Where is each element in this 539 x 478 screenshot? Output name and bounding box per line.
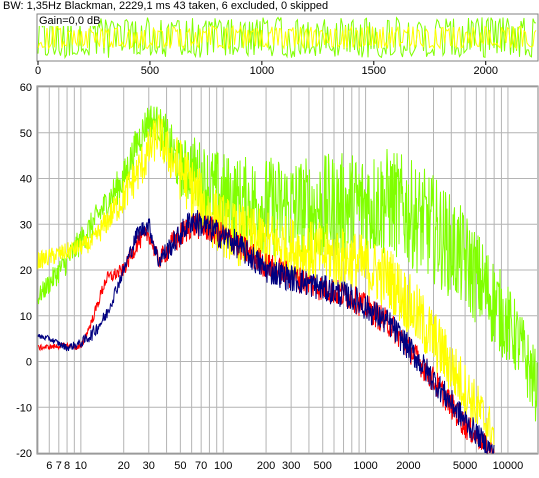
spectrum-series-0	[37, 105, 538, 422]
y-tick-label: 10	[20, 311, 32, 323]
x-tick-label: 8	[64, 460, 70, 472]
waveform-x-axis: 0 500 1000 1500 2000	[35, 61, 498, 77]
waveform-x-tick-label: 2000	[473, 65, 497, 77]
waveform-x-tick-label: 1500	[362, 65, 386, 77]
waveform-series-layer	[37, 16, 537, 60]
spectrum-series-layer	[37, 105, 538, 455]
y-tick-label: 60	[20, 82, 32, 94]
spectrum-x-axis: 6 7 8 10 20 30 50 70 100 200 300 500 1000 2000 5000 100…	[46, 460, 523, 472]
gain-label: Gain=0,0 dB	[39, 15, 100, 27]
spectrum-series-3	[37, 210, 495, 455]
y-tick-label: 0	[26, 357, 32, 369]
x-tick-label: 20	[118, 460, 130, 472]
y-tick-label: 50	[20, 128, 32, 140]
x-tick-label: 70	[195, 460, 207, 472]
waveform-series-1	[37, 24, 537, 51]
y-tick-label: 20	[20, 265, 32, 277]
spectrum-y-axis: -20 -10 0 10 20 30 40 50 60	[16, 82, 32, 460]
x-tick-label: 50	[174, 460, 186, 472]
y-tick-label: -10	[16, 402, 32, 414]
x-tick-label: 6	[46, 460, 52, 472]
x-tick-label: 10	[75, 460, 87, 472]
x-tick-label: 2000	[396, 460, 420, 472]
spectrum-series-2	[37, 212, 495, 454]
spectrum-grid	[37, 86, 537, 454]
waveform-x-tick-label: 1000	[250, 65, 274, 77]
x-tick-label: 300	[282, 460, 300, 472]
x-tick-label: 30	[143, 460, 155, 472]
gain-label-box	[38, 15, 98, 26]
x-tick-label: 7	[56, 460, 62, 472]
x-tick-label: 500	[314, 460, 332, 472]
analysis-status-text: BW: 1,35Hz Blackman, 2229,1 ms 43 taken,…	[3, 0, 329, 12]
x-tick-label: 1000	[353, 460, 377, 472]
y-tick-label: 40	[20, 174, 32, 186]
x-tick-label: 100	[214, 460, 232, 472]
y-tick-label: -20	[16, 448, 32, 460]
x-tick-label: 10000	[493, 460, 524, 472]
waveform-x-tick-label: 0	[35, 65, 41, 77]
x-tick-label: 200	[257, 460, 275, 472]
waveform-x-tick-label: 500	[141, 65, 159, 77]
y-tick-label: 30	[20, 219, 32, 231]
x-tick-label: 5000	[453, 460, 477, 472]
